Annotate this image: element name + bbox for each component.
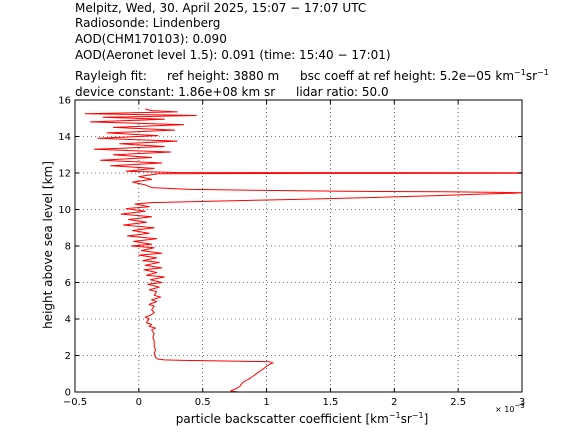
header-ref-height: ref height: 3880 m [167,69,279,83]
header-device-constant: device constant: 1.86e+08 km sr [75,85,275,99]
header-bsc-sr: sr [526,69,537,83]
series-layer [84,108,523,393]
y-axis-label: height above sea level [km] [41,161,55,329]
x-tick-label: 0 [136,397,142,408]
backscatter-profile-line [84,108,523,393]
x-tick-label: 1.5 [322,397,338,408]
y-tick-label: 8 [65,242,71,253]
x-tick-label: 1 [263,397,269,408]
y-tick-label: 12 [58,169,71,180]
header-lidar-ratio: lidar ratio: 50.0 [296,85,389,99]
x-tick-label: 3 [519,397,525,408]
header-bsc-exp2: −1 [537,68,549,77]
x-axis-label-prefix: particle backscatter coefficient [km [176,412,389,426]
y-tick-label: 0 [65,388,71,399]
x-axis-label-sr: sr [401,412,412,426]
header-bsc-prefix: bsc coeff at ref height: 5.2e−05 km [300,69,514,83]
x-axis-ticks: −0.5 0 0.5 1 1.5 2 2.5 3 [63,100,525,408]
x-axis-label: particle backscatter coefficient [km−1sr… [176,411,429,426]
x-axis-label-suffix: ] [424,412,429,426]
y-tick-label: 6 [65,278,71,289]
y-tick-label: 10 [58,205,71,216]
y-axis-ticks: 0 2 4 6 8 10 12 14 16 [58,96,522,399]
x-axis-label-exp1: −1 [389,411,401,420]
y-tick-label: 2 [65,351,71,362]
header-rayleigh-label: Rayleigh fit: [75,69,147,83]
header-bsc-exp1: −1 [514,68,526,77]
header-aod-chm: AOD(CHM170103): 0.090 [75,32,227,46]
header-aod-aeronet: AOD(Aeronet level 1.5): 0.091 (time: 15:… [75,48,391,62]
x-tick-label: 0.5 [195,397,211,408]
y-tick-label: 4 [65,315,71,326]
x-axis-multiplier: × 10−3 [495,402,525,414]
x-multiplier-exp: −3 [514,402,524,410]
y-tick-label: 14 [58,132,71,143]
y-tick-label: 16 [58,96,71,107]
x-tick-label: 2.5 [450,397,466,408]
header-radiosonde: Radiosonde: Lindenberg [75,16,220,30]
x-axis-label-exp2: −1 [412,411,424,420]
x-multiplier-base: × 10 [495,405,514,414]
x-tick-label: 2 [391,397,397,408]
x-tick-label: −0.5 [63,397,87,408]
header-title: Melpitz, Wed, 30. April 2025, 15:07 − 17… [75,1,366,15]
header-bsc-coeff: bsc coeff at ref height: 5.2e−05 km−1sr−… [300,68,549,83]
